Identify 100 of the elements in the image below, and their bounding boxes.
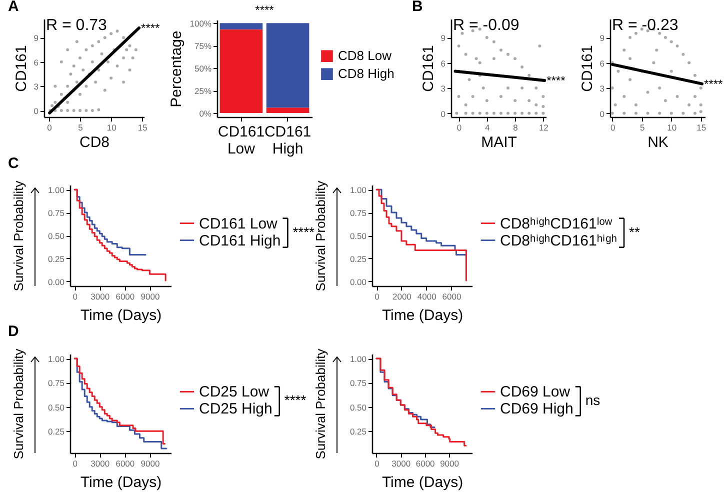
x-tick-label: 6000 [116, 458, 135, 468]
x-tick-label: 3000 [392, 458, 411, 468]
text: **** [284, 392, 307, 408]
x-axis-title: CD8 [79, 134, 110, 151]
y-axis-title: Survival Probability [10, 348, 26, 460]
x-tick-label: 8 [513, 122, 518, 132]
y-tick-label: 0 [600, 108, 605, 119]
x-tick-label: 9000 [440, 458, 460, 468]
y-tick-label: 0.00 [48, 276, 65, 287]
x-tick-label: 0 [374, 458, 380, 468]
y-tick-label: 0% [199, 108, 212, 118]
legend-label: CD8 Low [338, 48, 392, 64]
y-tick-label: 25% [194, 86, 212, 96]
legend-label: CD161 High [199, 232, 281, 250]
y-tick-label: 0 [34, 106, 39, 116]
y-axis-title: Survival Probability [10, 180, 26, 292]
y-tick-label: 0.50 [350, 231, 367, 241]
y-tick-label: 0.50 [48, 231, 65, 241]
text: ** [629, 224, 640, 240]
y-tick-label: 0.25 [350, 426, 367, 437]
y-tick-label: 50% [194, 64, 212, 74]
x-tick-label: 3000 [90, 458, 110, 468]
y-axis-title: CD161 [12, 45, 30, 92]
annotation: R = -0.23 [612, 17, 678, 34]
y-tick-label: 0.00 [350, 276, 367, 287]
y-axis-title: Survival Probability [312, 348, 328, 460]
legend-label: CD8ʰⁱᵍʰCD161ˡᵒʷ [500, 215, 613, 232]
y-tick-label: 0.75 [350, 208, 367, 218]
annotation: **** [704, 76, 724, 91]
y-tick-label: 0.50 [350, 402, 367, 412]
x-axis-title: Time (Days) [80, 307, 162, 324]
y-axis-title: CD161 [578, 45, 596, 92]
x-tick-label: 6000 [416, 458, 436, 468]
legend-label: CD25 Low [199, 384, 270, 401]
y-tick-label: 3 [600, 84, 605, 94]
text: **** [292, 224, 316, 240]
y-tick-label: 0.25 [350, 254, 367, 264]
chart-title: D [8, 323, 19, 340]
legend-label: CD69 High [500, 400, 574, 418]
y-tick-label: 9 [34, 33, 39, 44]
y-tick-label: 0 [440, 108, 446, 119]
y-axis-title: Survival Probability [312, 180, 328, 292]
y-tick-label: 0.75 [350, 378, 367, 388]
legend-label: CD8ʰⁱᵍʰCD161ʰⁱᵍʰ [500, 232, 618, 250]
x-axis-title: Time (Days) [80, 474, 162, 491]
annotation: **** [141, 20, 160, 35]
x-tick-label: 0 [456, 122, 462, 132]
x-tick-label: 0 [72, 458, 78, 468]
x-tick-label: 10 [106, 122, 117, 132]
x-tick-label: 0 [374, 292, 380, 302]
x-tick-label: 4000 [417, 292, 437, 302]
y-tick-label: 1.00 [48, 354, 65, 364]
legend-label: CD69 Low [500, 384, 570, 401]
chart-title: A [8, 0, 19, 15]
x-tick-label: 9000 [140, 292, 160, 302]
annotation: R = 0.73 [46, 17, 108, 34]
y-tick-label: 9 [440, 33, 446, 44]
x-tick-label: 0 [610, 122, 616, 132]
legend-label: CD25 High [199, 400, 272, 418]
x-tick-label: 5 [640, 122, 645, 132]
text: ns [585, 392, 600, 408]
y-tick-label: 6 [440, 58, 446, 68]
legend-label: CD8 High [338, 66, 394, 82]
x-axis-title: MAIT [481, 134, 517, 151]
y-tick-label: 6 [600, 58, 605, 68]
y-tick-label: 0.50 [48, 402, 65, 412]
x-tick-label: 12 [538, 122, 549, 132]
x-tick-label: 10 [667, 122, 677, 132]
y-axis-title: CD161 [420, 45, 437, 92]
y-tick-label: 0.75 [48, 208, 65, 218]
x-axis-title: NK [648, 134, 668, 151]
y-tick-label: 1.00 [350, 185, 367, 196]
y-axis-title: Percentage [168, 30, 185, 108]
x-axis-title: Time (Days) [382, 307, 464, 324]
x-tick-label: 9000 [140, 458, 160, 468]
x-tick-label: 15 [696, 122, 706, 132]
chart-title: C [8, 155, 19, 172]
chart-title: B [412, 0, 423, 15]
x-tick-label: 4 [485, 122, 490, 132]
y-tick-label: 0.25 [48, 426, 65, 437]
x-tick-label: 5 [78, 122, 84, 132]
y-tick-label: 1.00 [48, 185, 65, 196]
y-tick-label: 0.75 [48, 378, 65, 388]
y-tick-label: 100% [190, 18, 212, 29]
y-tick-label: 9 [600, 33, 605, 44]
x-tick-label: 3000 [90, 292, 110, 302]
legend-label: CD161 Low [199, 215, 278, 232]
x-tick-label: 2000 [392, 292, 412, 302]
x-tick-label: 0 [72, 292, 78, 302]
y-tick-label: 1.00 [350, 354, 367, 364]
annotation: R = -0.09 [453, 17, 520, 34]
text: **** [255, 3, 274, 17]
annotation: **** [546, 73, 566, 88]
y-tick-label: 3 [34, 82, 39, 92]
y-tick-label: 75% [194, 41, 212, 52]
y-tick-label: 6 [34, 57, 39, 68]
x-axis-title: Time (Days) [382, 474, 464, 491]
x-tick-label: 15 [138, 122, 148, 132]
y-tick-label: 0.25 [48, 254, 65, 264]
x-tick-label: CD161 High [264, 124, 312, 158]
